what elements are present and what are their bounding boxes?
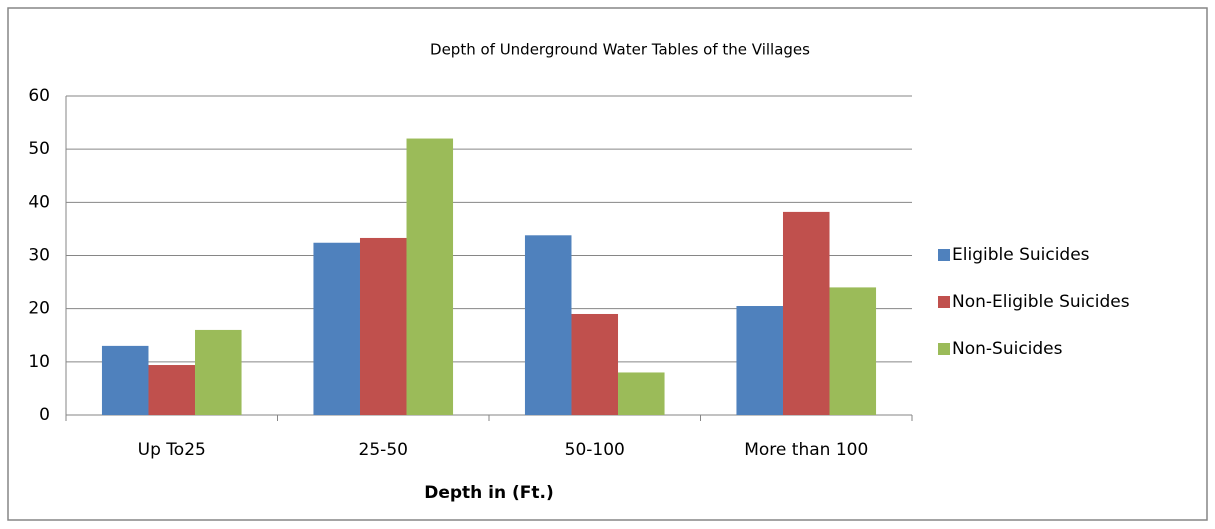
chart-title: Depth of Underground Water Tables of the… [430, 41, 810, 59]
bar [406, 138, 454, 416]
legend-label: Non-Suicides [952, 339, 1063, 359]
bar [524, 235, 572, 415]
chart-border [7, 7, 1208, 521]
bar [618, 372, 665, 415]
bar [736, 306, 783, 415]
legend-label: Eligible Suicides [952, 245, 1090, 265]
legend-label: Non-Eligible Suicides [952, 292, 1130, 312]
bar [313, 242, 360, 415]
bar [359, 237, 407, 415]
bar [829, 287, 877, 415]
bar [782, 211, 830, 415]
bar [195, 329, 242, 415]
x-tick-label: 25-50 [359, 440, 408, 460]
legend-swatch [938, 296, 950, 308]
y-tick-label: 20 [28, 299, 50, 319]
legend-swatch [938, 343, 950, 355]
bar [148, 365, 196, 415]
bar [101, 345, 149, 415]
y-tick-label: 0 [39, 405, 50, 425]
x-axis-title: Depth in (Ft.) [424, 483, 554, 503]
x-tick-label: 50-100 [565, 440, 625, 460]
bar [571, 313, 619, 415]
legend-swatch [938, 249, 950, 261]
y-tick-label: 10 [28, 352, 50, 372]
x-tick-label: Up To25 [138, 440, 206, 460]
y-tick-label: 30 [28, 246, 50, 266]
y-tick-label: 60 [28, 86, 50, 106]
y-tick-label: 40 [28, 192, 50, 212]
y-tick-label: 50 [28, 139, 50, 159]
x-tick-label: More than 100 [744, 440, 868, 460]
